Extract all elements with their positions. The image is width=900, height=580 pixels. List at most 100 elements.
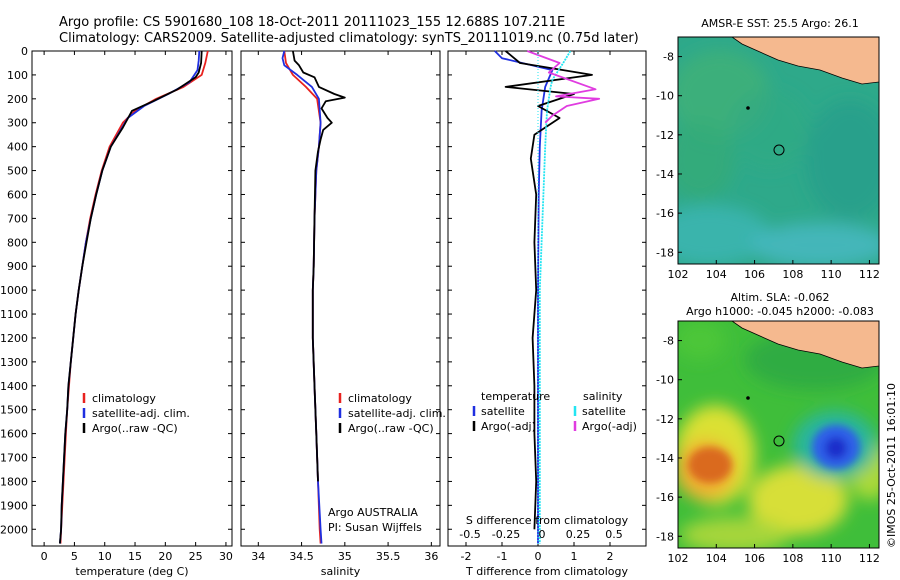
sst-heatmap-field bbox=[678, 37, 879, 264]
salinity-xtick-label: 35.5 bbox=[376, 550, 401, 563]
sla-map-lat-tick-label: -10 bbox=[656, 374, 674, 387]
difference-profile-panel: -2 -1 0 1 2 T difference from climatology S di… bbox=[447, 50, 647, 578]
sst-map-lat-tick-label: -12 bbox=[656, 129, 674, 142]
salinity-xtick-label: 34 bbox=[251, 550, 265, 563]
temperature-axes-frame bbox=[31, 50, 233, 547]
difference-axes-frame bbox=[447, 50, 647, 547]
temperature-legend-label: satellite-adj. clim. bbox=[92, 407, 190, 420]
depth-tick-label: 0 bbox=[21, 45, 28, 58]
sla-map-lon-tick-label: 112 bbox=[859, 552, 880, 565]
salinity-axes-frame bbox=[240, 50, 441, 547]
sla-secondary-marker bbox=[746, 396, 750, 400]
sla-map-lon-tick-label: 102 bbox=[668, 552, 689, 565]
sst-map-lat-tick-label: -8 bbox=[663, 51, 674, 64]
difference-xtick-label: 2 bbox=[607, 550, 614, 563]
salinity-profile-panel: 34 34.5 35 35.5 36 salinity climatology satelli… bbox=[240, 50, 446, 578]
sla-map-lat-tick-label: -16 bbox=[656, 491, 674, 504]
sla-map-lon-tick-label: 110 bbox=[821, 552, 842, 565]
depth-tick-label: 700 bbox=[7, 212, 28, 225]
temperature-legend-label: climatology bbox=[92, 392, 156, 405]
salinity-legend-label: Argo(..raw -QC) bbox=[348, 422, 434, 435]
depth-tick-label: 1000 bbox=[0, 284, 28, 297]
sst-map-ticks: 102 104 106 108 110 112 -8 -10 -12 -14 -16 -18 bbox=[656, 51, 880, 281]
difference-legend-salinity-label: satellite bbox=[582, 405, 626, 418]
difference-legend-salinity-header: salinity bbox=[583, 390, 623, 403]
difference-series-line-salinity-argo-adj- bbox=[526, 50, 601, 124]
difference-salinity-tick-label: 0.5 bbox=[605, 528, 623, 541]
salinity-legend-label: satellite-adj. clim. bbox=[348, 407, 446, 420]
difference-legend-temperature-label: satellite bbox=[481, 405, 525, 418]
depth-tick-label: 1300 bbox=[0, 356, 28, 369]
temperature-xtick-label: 15 bbox=[128, 550, 142, 563]
depth-tick-label: 1800 bbox=[0, 475, 28, 488]
sla-map-frame bbox=[677, 320, 880, 549]
sla-map-lat-tick-label: -18 bbox=[656, 530, 674, 543]
difference-salinity-tick-label: -0.25 bbox=[492, 528, 520, 541]
figure-title-line1: Argo profile: CS 5901680_108 18-Oct-2011… bbox=[59, 15, 565, 30]
depth-tick-label: 1400 bbox=[0, 380, 28, 393]
argo-country-annotation: Argo AUSTRALIA bbox=[328, 506, 418, 519]
figure-title-line2: Climatology: CARS2009. Satellite-adjuste… bbox=[59, 31, 639, 46]
depth-tick-label: 200 bbox=[7, 93, 28, 106]
sla-map-lat-tick-label: -12 bbox=[656, 413, 674, 426]
depth-tick-label: 500 bbox=[7, 165, 28, 178]
temperature-xtick-label: 20 bbox=[158, 550, 172, 563]
depth-tick-label: 800 bbox=[7, 236, 28, 249]
depth-tick-label: 300 bbox=[7, 117, 28, 130]
sst-map-lon-tick-label: 104 bbox=[706, 268, 727, 281]
sst-map-lat-tick-label: -14 bbox=[656, 168, 674, 181]
salinity-xtick-label: 35 bbox=[338, 550, 352, 563]
salinity-xtick-label: 34.5 bbox=[289, 550, 314, 563]
salinity-series-line-argo-raw-qc- bbox=[292, 50, 346, 482]
sst-map-frame bbox=[677, 36, 880, 265]
depth-tick-label: 1600 bbox=[0, 428, 28, 441]
sla-map-lat-tick-label: -14 bbox=[656, 452, 674, 465]
difference-legend-salinity-label: Argo(-adj) bbox=[582, 420, 637, 433]
difference-xlabel: T difference from climatology bbox=[465, 565, 628, 578]
difference-salinity-tick-label: -0.5 bbox=[459, 528, 480, 541]
depth-tick-label: 2000 bbox=[0, 523, 28, 536]
depth-tick-label: 1500 bbox=[0, 404, 28, 417]
temperature-xtick-label: 30 bbox=[219, 550, 233, 563]
argo-pi-annotation: PI: Susan Wijffels bbox=[328, 521, 422, 534]
difference-legend-temperature-header: temperature bbox=[481, 390, 550, 403]
difference-xtick-label: 1 bbox=[571, 550, 578, 563]
sla-map-lon-tick-label: 108 bbox=[782, 552, 803, 565]
difference-salinity-tick-label: 0 bbox=[539, 528, 546, 541]
difference-series-line-temperature-argo-adj- bbox=[504, 50, 593, 530]
sla-map-lat-tick-label: -8 bbox=[663, 335, 674, 348]
difference-salinity-xlabel: S difference from climatology bbox=[466, 514, 629, 527]
sst-map-lat-tick-label: -18 bbox=[656, 246, 674, 259]
depth-tick-label: 900 bbox=[7, 260, 28, 273]
depth-tick-label: 100 bbox=[7, 69, 28, 82]
sst-map-lat-tick-label: -10 bbox=[656, 90, 674, 103]
temperature-xtick-label: 10 bbox=[98, 550, 112, 563]
sla-map-title-line1: Altim. SLA: -0.062 bbox=[730, 291, 829, 304]
salinity-xtick-label: 36 bbox=[424, 550, 438, 563]
difference-xtick-label: -1 bbox=[497, 550, 508, 563]
depth-tick-label: 1200 bbox=[0, 332, 28, 345]
sla-map-lon-tick-label: 106 bbox=[744, 552, 765, 565]
sla-map-panel: Altim. SLA: -0.062 Argo h1000: -0.045 h2… bbox=[656, 291, 880, 565]
difference-xtick-label: 0 bbox=[535, 550, 542, 563]
sla-heatmap-field bbox=[678, 321, 879, 548]
depth-tick-label: 400 bbox=[7, 141, 28, 154]
temperature-profile-panel: 0 5 10 15 20 25 300100200300400500600700800900… bbox=[0, 45, 233, 578]
sst-map-lon-tick-label: 102 bbox=[668, 268, 689, 281]
sst-map-lat-tick-label: -16 bbox=[656, 207, 674, 220]
imos-credit: ©IMOS 25-Oct-2011 16:01:10 bbox=[885, 383, 898, 548]
salinity-xlabel: salinity bbox=[321, 565, 361, 578]
sla-map-lon-tick-label: 104 bbox=[706, 552, 727, 565]
land-java-sla bbox=[731, 321, 879, 369]
sla-map-ticks: 102 104 106 108 110 112 -8 -10 -12 -14 -16 -18 bbox=[656, 335, 880, 565]
temperature-xtick-label: 5 bbox=[71, 550, 78, 563]
sst-secondary-marker bbox=[746, 106, 750, 110]
sst-map-panel: AMSR-E SST: 25.5 Argo: 26.1 102 104 106 108… bbox=[656, 17, 880, 281]
temperature-xlabel: temperature (deg C) bbox=[75, 565, 188, 578]
difference-salinity-tick-label: 0.25 bbox=[566, 528, 591, 541]
sla-argo-marker bbox=[773, 435, 785, 447]
sst-map-lon-tick-label: 106 bbox=[744, 268, 765, 281]
sla-map-title-line2: Argo h1000: -0.045 h2000: -0.083 bbox=[686, 305, 874, 318]
depth-tick-label: 1700 bbox=[0, 452, 28, 465]
